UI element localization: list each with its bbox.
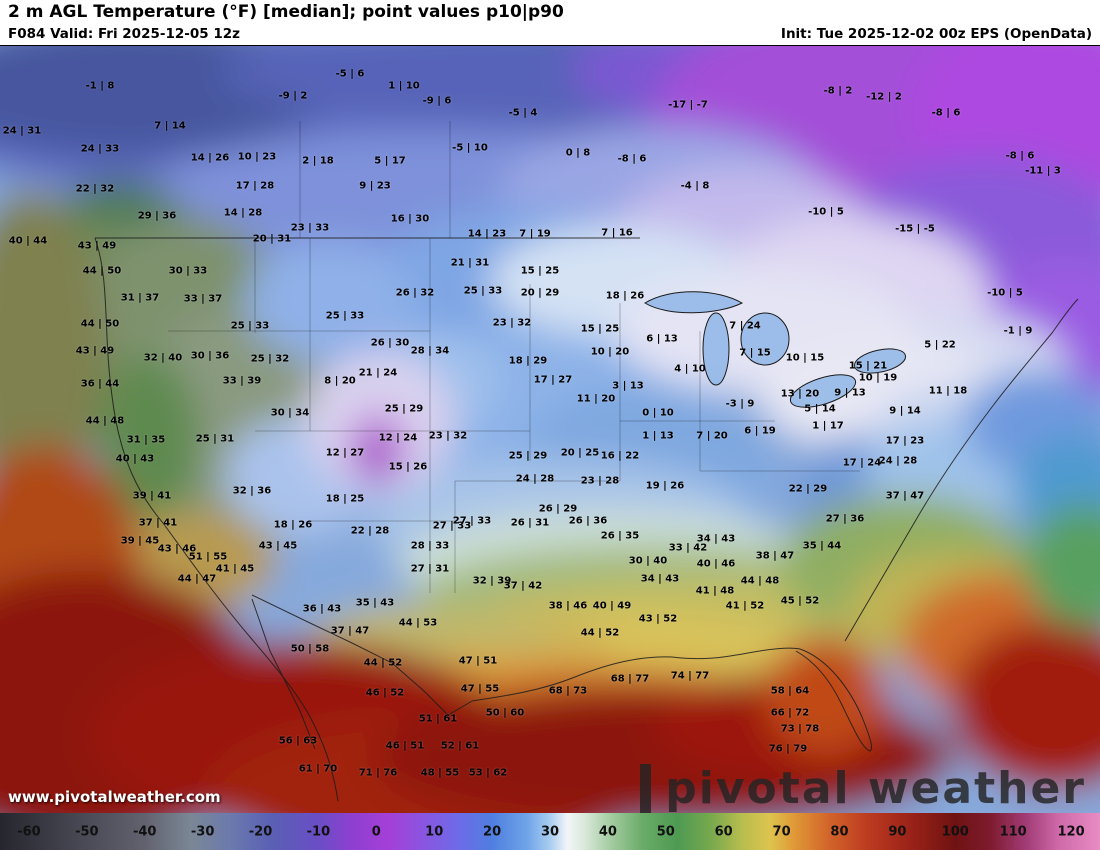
temperature-field-svg xyxy=(0,46,1100,814)
state-borders xyxy=(168,121,860,593)
colorbar-tick: -50 xyxy=(75,824,99,839)
colorbar-tick: 110 xyxy=(999,824,1027,839)
colorbar-tick: -40 xyxy=(132,824,157,839)
colorbar-tick: -60 xyxy=(17,824,41,839)
colorbar-tick: 50 xyxy=(656,824,675,839)
colorbar-tick: 90 xyxy=(888,824,907,839)
pivotalweather-logo: pivotal weather xyxy=(640,763,1086,814)
colorbar-tick: 80 xyxy=(830,824,849,839)
colorbar-tick: 40 xyxy=(598,824,617,839)
colorbar-tick: -30 xyxy=(190,824,215,839)
temperature-colorbar: -60 -50 -40 -30 -20 -10 0 10 20 30 40 50 60 70 80 90 100… xyxy=(0,813,1100,850)
colorbar-tick: 10 xyxy=(425,824,444,839)
valid-time-label: F084 Valid: Fri 2025-12-05 12z xyxy=(8,26,240,42)
colorbar-tick: 100 xyxy=(941,824,969,839)
temperature-shading xyxy=(0,46,1100,814)
colorbar-tick: 30 xyxy=(540,824,560,839)
logo-flag-icon xyxy=(640,763,652,814)
watermark: www.pivotalweather.com xyxy=(8,788,221,806)
colorbar-tick: 70 xyxy=(772,824,791,839)
colorbar-tick: 60 xyxy=(714,824,733,839)
colorbar-tick: 120 xyxy=(1057,824,1085,839)
colorbar-tick: -20 xyxy=(248,824,273,839)
map-title: 2 m AGL Temperature (°F) [median]; point… xyxy=(8,2,564,22)
colorbar-tick: -10 xyxy=(306,824,331,839)
geo-borders xyxy=(94,237,1079,802)
init-time-label: Init: Tue 2025-12-02 00z EPS (OpenData) xyxy=(780,26,1092,42)
colorbar-tick: 0 xyxy=(371,824,381,839)
map-header: 2 m AGL Temperature (°F) [median]; point… xyxy=(0,0,1100,45)
logo-text: pivotal weather xyxy=(665,763,1086,814)
great-lakes xyxy=(644,291,907,408)
colorbar-tick: 20 xyxy=(483,824,502,839)
